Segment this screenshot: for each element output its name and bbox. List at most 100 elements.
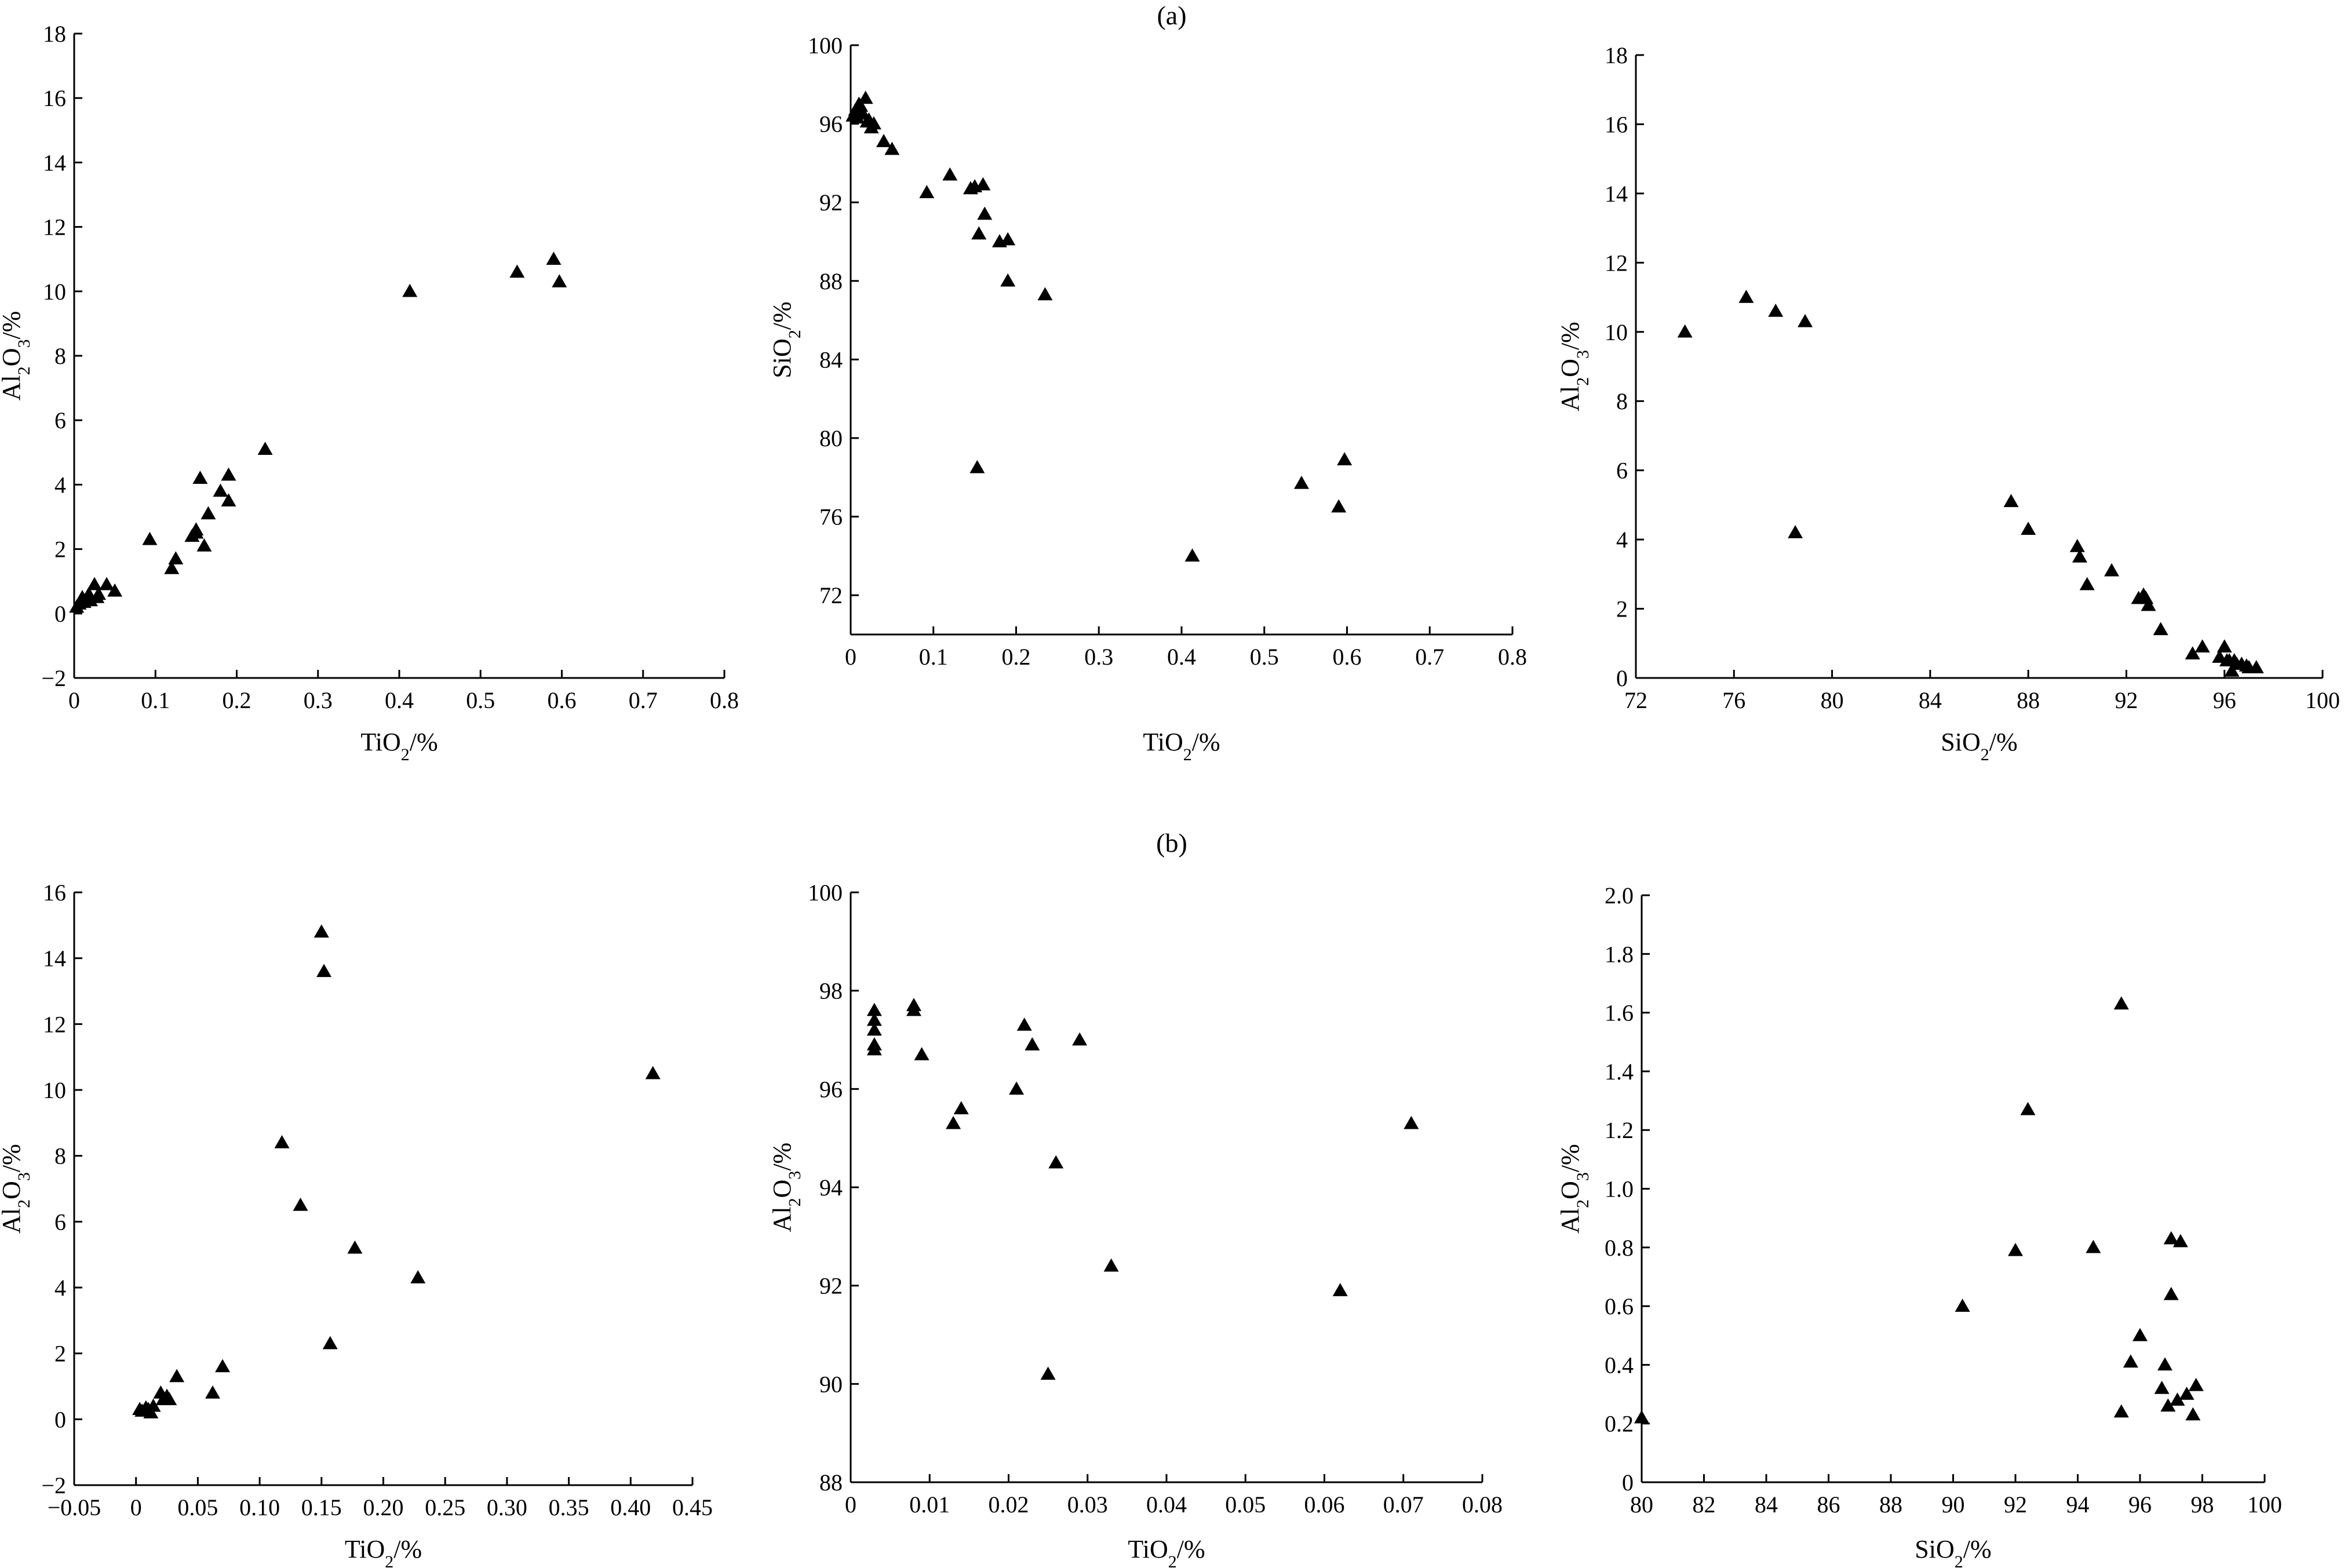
y-tick-label: 0 [54, 1406, 66, 1432]
y-tick-label: 96 [819, 111, 843, 137]
data-point [142, 531, 158, 545]
y-tick-label: 1.4 [1605, 1059, 1634, 1085]
y-tick-label: 2 [1616, 596, 1628, 622]
y-tick-label: 2 [54, 537, 66, 563]
chart-b2: 0 0.01 0.02 0.03 0.04 0.05 0.06 0.07 0.08 88 90 92 9… [771, 880, 1503, 1568]
data-point [552, 274, 567, 287]
x-tick-label: 0 [845, 1492, 856, 1518]
data-point [906, 1002, 921, 1016]
data-point [2160, 1398, 2176, 1412]
x-tick-label: 76 [1722, 687, 1745, 713]
y-tick-label: 12 [1605, 250, 1628, 276]
x-axis-title: TiO2/% [360, 728, 438, 764]
data-point [221, 467, 236, 481]
data-point [946, 1115, 961, 1129]
y-tick-label: 12 [43, 214, 66, 240]
data-point [205, 1385, 221, 1399]
data-point [1738, 290, 1754, 303]
data-point [2194, 639, 2210, 652]
y-tick-label: 0.2 [1605, 1411, 1634, 1437]
x-tick-label: 90 [1942, 1492, 1965, 1518]
data-point [2153, 622, 2168, 636]
data-point [81, 586, 97, 600]
data-point [274, 1135, 290, 1148]
data-point [969, 460, 985, 473]
data-point [858, 90, 873, 104]
data-point [1009, 1081, 1025, 1095]
data-point [977, 206, 993, 220]
data-point [213, 483, 228, 497]
data-point [410, 1270, 426, 1283]
data-point [853, 99, 869, 112]
y-tick-label: 10 [43, 1077, 66, 1103]
data-point [215, 1359, 231, 1373]
x-tick-label: 0 [130, 1494, 142, 1520]
data-point [971, 226, 987, 240]
x-tick-label: 0.07 [1383, 1492, 1424, 1518]
data-point [2003, 494, 2019, 508]
y-tick-label: 18 [43, 21, 66, 47]
x-axis-title: TiO2/% [1128, 1535, 1205, 1568]
y-tick-label: 8 [1616, 388, 1628, 414]
data-point [1040, 1366, 1056, 1380]
x-tick-label: 100 [2247, 1492, 2282, 1518]
x-axis-title: TiO2/% [345, 1535, 422, 1568]
x-tick-label: 0.3 [1084, 644, 1113, 670]
y-tick-label: 1.2 [1605, 1117, 1634, 1143]
data-point [2079, 577, 2095, 590]
data-point [866, 1022, 882, 1036]
x-tick-label: 0.5 [1250, 644, 1279, 670]
data-point [162, 1392, 177, 1405]
y-tick-label: 10 [43, 279, 66, 305]
data-point [2224, 663, 2240, 677]
y-tick-label: 72 [819, 582, 843, 608]
y-tick-label: 100 [808, 880, 843, 906]
y-tick-label: 0 [54, 601, 66, 627]
data-point [2157, 1357, 2172, 1371]
data-point [2086, 1239, 2101, 1253]
data-point [1037, 287, 1053, 301]
x-tick-label: 0.25 [425, 1494, 465, 1520]
data-point [2248, 660, 2264, 673]
x-tick-label: 0.15 [301, 1494, 342, 1520]
data-point [87, 577, 103, 590]
data-point [1955, 1299, 1970, 1312]
x-tick-label: 0 [845, 644, 856, 670]
chart-b1: −0.05 0 0.05 0.10 0.15 0.20 0.25 0.30 0.35 0.40 0.… [0, 880, 713, 1568]
data-point [1184, 548, 1200, 562]
y-tick-label: 1.6 [1605, 1000, 1634, 1026]
x-axis-title: SiO2/% [1915, 1535, 1991, 1568]
x-tick-label: 0.3 [304, 687, 333, 713]
x-tick-label: 0.5 [466, 687, 495, 713]
y-tick-label: 100 [808, 32, 843, 59]
y-tick-label: 16 [1605, 111, 1628, 137]
data-point [1000, 273, 1016, 287]
y-tick-label: 0 [1616, 665, 1628, 691]
chart-b3: 80 82 84 86 88 90 92 94 96 98 100 0 0.2 0.4 0.6 0.8 1.0 1… [1559, 883, 2282, 1568]
data-point [2163, 1231, 2179, 1245]
x-tick-label: 0.02 [989, 1492, 1029, 1518]
y-tick-label: 0.6 [1605, 1293, 1634, 1319]
y-axis-title: Al2O3/% [0, 311, 34, 401]
x-tick-label: 92 [2004, 1492, 2027, 1518]
data-point [107, 583, 123, 597]
y-tick-label: 94 [819, 1175, 843, 1201]
data-point [2141, 597, 2156, 611]
data-point [2008, 1242, 2023, 1256]
data-point [2172, 1234, 2188, 1248]
data-point [1025, 1037, 1040, 1051]
x-tick-label: 0.6 [1333, 644, 1362, 670]
y-tick-label: 4 [1616, 527, 1628, 553]
y-tick-label: 6 [1616, 458, 1628, 484]
x-tick-label: 0 [68, 687, 80, 713]
y-tick-label: −2 [41, 665, 66, 691]
data-point [164, 560, 180, 574]
data-point [2217, 639, 2232, 652]
data-point [2104, 563, 2120, 577]
x-tick-label: 84 [1919, 687, 1942, 713]
data-point [2069, 539, 2085, 552]
data-point [1404, 1115, 1419, 1129]
y-tick-label: 8 [54, 343, 66, 369]
x-tick-label: 0.01 [909, 1492, 950, 1518]
x-tick-label: 72 [1624, 687, 1647, 713]
